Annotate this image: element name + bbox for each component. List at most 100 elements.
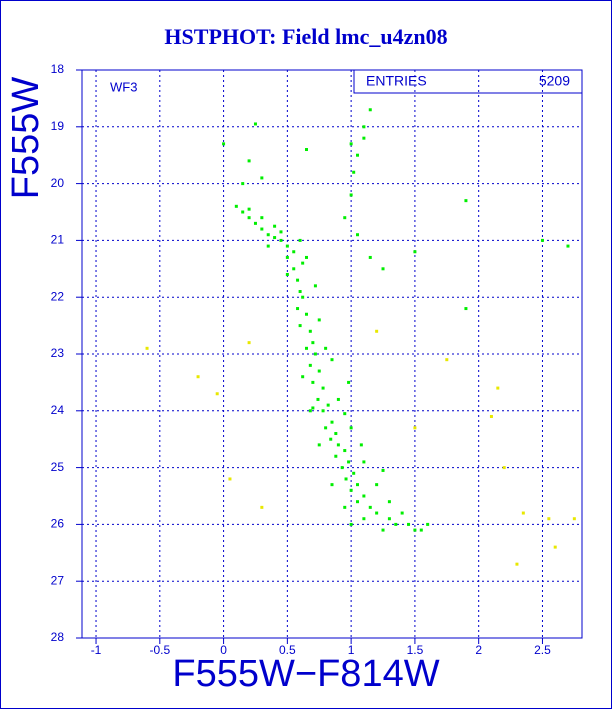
point (308, 329, 312, 333)
point (324, 346, 328, 350)
point (368, 255, 372, 259)
point (273, 224, 277, 228)
point (253, 221, 257, 225)
point (330, 420, 334, 424)
point (260, 227, 264, 231)
point (347, 380, 351, 384)
y-tick-label: 26 (51, 517, 65, 531)
point (362, 517, 366, 521)
y-tick-label: 27 (51, 573, 65, 587)
point (344, 477, 348, 481)
point (413, 426, 417, 430)
point (266, 244, 270, 248)
point (296, 278, 300, 282)
point (196, 375, 200, 379)
point (273, 236, 277, 240)
point (336, 397, 340, 401)
point (356, 500, 360, 504)
point (375, 511, 379, 515)
point (228, 477, 232, 481)
y-tick-label: 24 (51, 403, 65, 417)
point (502, 466, 506, 470)
point (496, 386, 500, 390)
y-tick-label: 25 (51, 460, 65, 474)
point (445, 358, 449, 362)
y-tick-label: 20 (51, 176, 65, 190)
point (572, 517, 576, 521)
point (326, 403, 330, 407)
point (407, 522, 411, 526)
point (301, 295, 305, 299)
point (304, 255, 308, 259)
stats-value: 5209 (539, 73, 570, 89)
point (215, 392, 219, 396)
y-tick-label: 23 (51, 346, 65, 360)
point (260, 505, 264, 509)
point (308, 409, 312, 413)
point (260, 216, 264, 220)
point (301, 261, 305, 265)
point (464, 307, 468, 311)
point (340, 466, 344, 470)
point (375, 483, 379, 487)
point (279, 238, 283, 242)
point (241, 182, 245, 186)
point (285, 244, 289, 248)
point (285, 272, 289, 276)
point (419, 528, 423, 532)
x-axis-label: F555W−F814W (172, 653, 439, 695)
point (362, 125, 366, 129)
point (349, 142, 353, 146)
plot-frame (81, 69, 583, 639)
point (413, 250, 417, 254)
point (298, 238, 302, 242)
point (329, 437, 333, 441)
point (521, 511, 525, 515)
point (292, 267, 296, 271)
point (241, 210, 245, 214)
y-tick-label: 19 (51, 119, 65, 133)
point (553, 545, 557, 549)
stats-label: ENTRIES (366, 73, 427, 89)
point (356, 483, 360, 487)
point (253, 122, 257, 126)
point (313, 352, 317, 356)
point (308, 363, 312, 367)
point (313, 284, 317, 288)
y-tick-label: 22 (51, 289, 65, 303)
point (343, 449, 347, 453)
point (426, 522, 430, 526)
point (311, 341, 315, 345)
point (247, 159, 251, 163)
point (298, 324, 302, 328)
point (381, 528, 385, 532)
point (362, 494, 366, 498)
point (145, 346, 149, 350)
point (352, 471, 356, 475)
point (317, 318, 321, 322)
point (566, 244, 570, 248)
point (394, 522, 398, 526)
point (285, 255, 289, 259)
point (330, 358, 334, 362)
point (387, 500, 391, 504)
point (356, 233, 360, 237)
x-tick-label: 0.5 (279, 643, 296, 657)
point (298, 290, 302, 294)
point (316, 397, 320, 401)
y-tick-label: 18 (51, 62, 65, 76)
x-tick-label: 1.5 (407, 643, 424, 657)
point (362, 136, 366, 140)
point (304, 148, 308, 152)
point (547, 517, 551, 521)
point (304, 346, 308, 350)
point (222, 142, 226, 146)
point (489, 414, 493, 418)
y-axis-label: F555W (5, 77, 47, 200)
point (234, 204, 238, 208)
x-tick-label: 2 (475, 643, 482, 657)
point (387, 517, 391, 521)
point (381, 267, 385, 271)
point (292, 250, 296, 254)
